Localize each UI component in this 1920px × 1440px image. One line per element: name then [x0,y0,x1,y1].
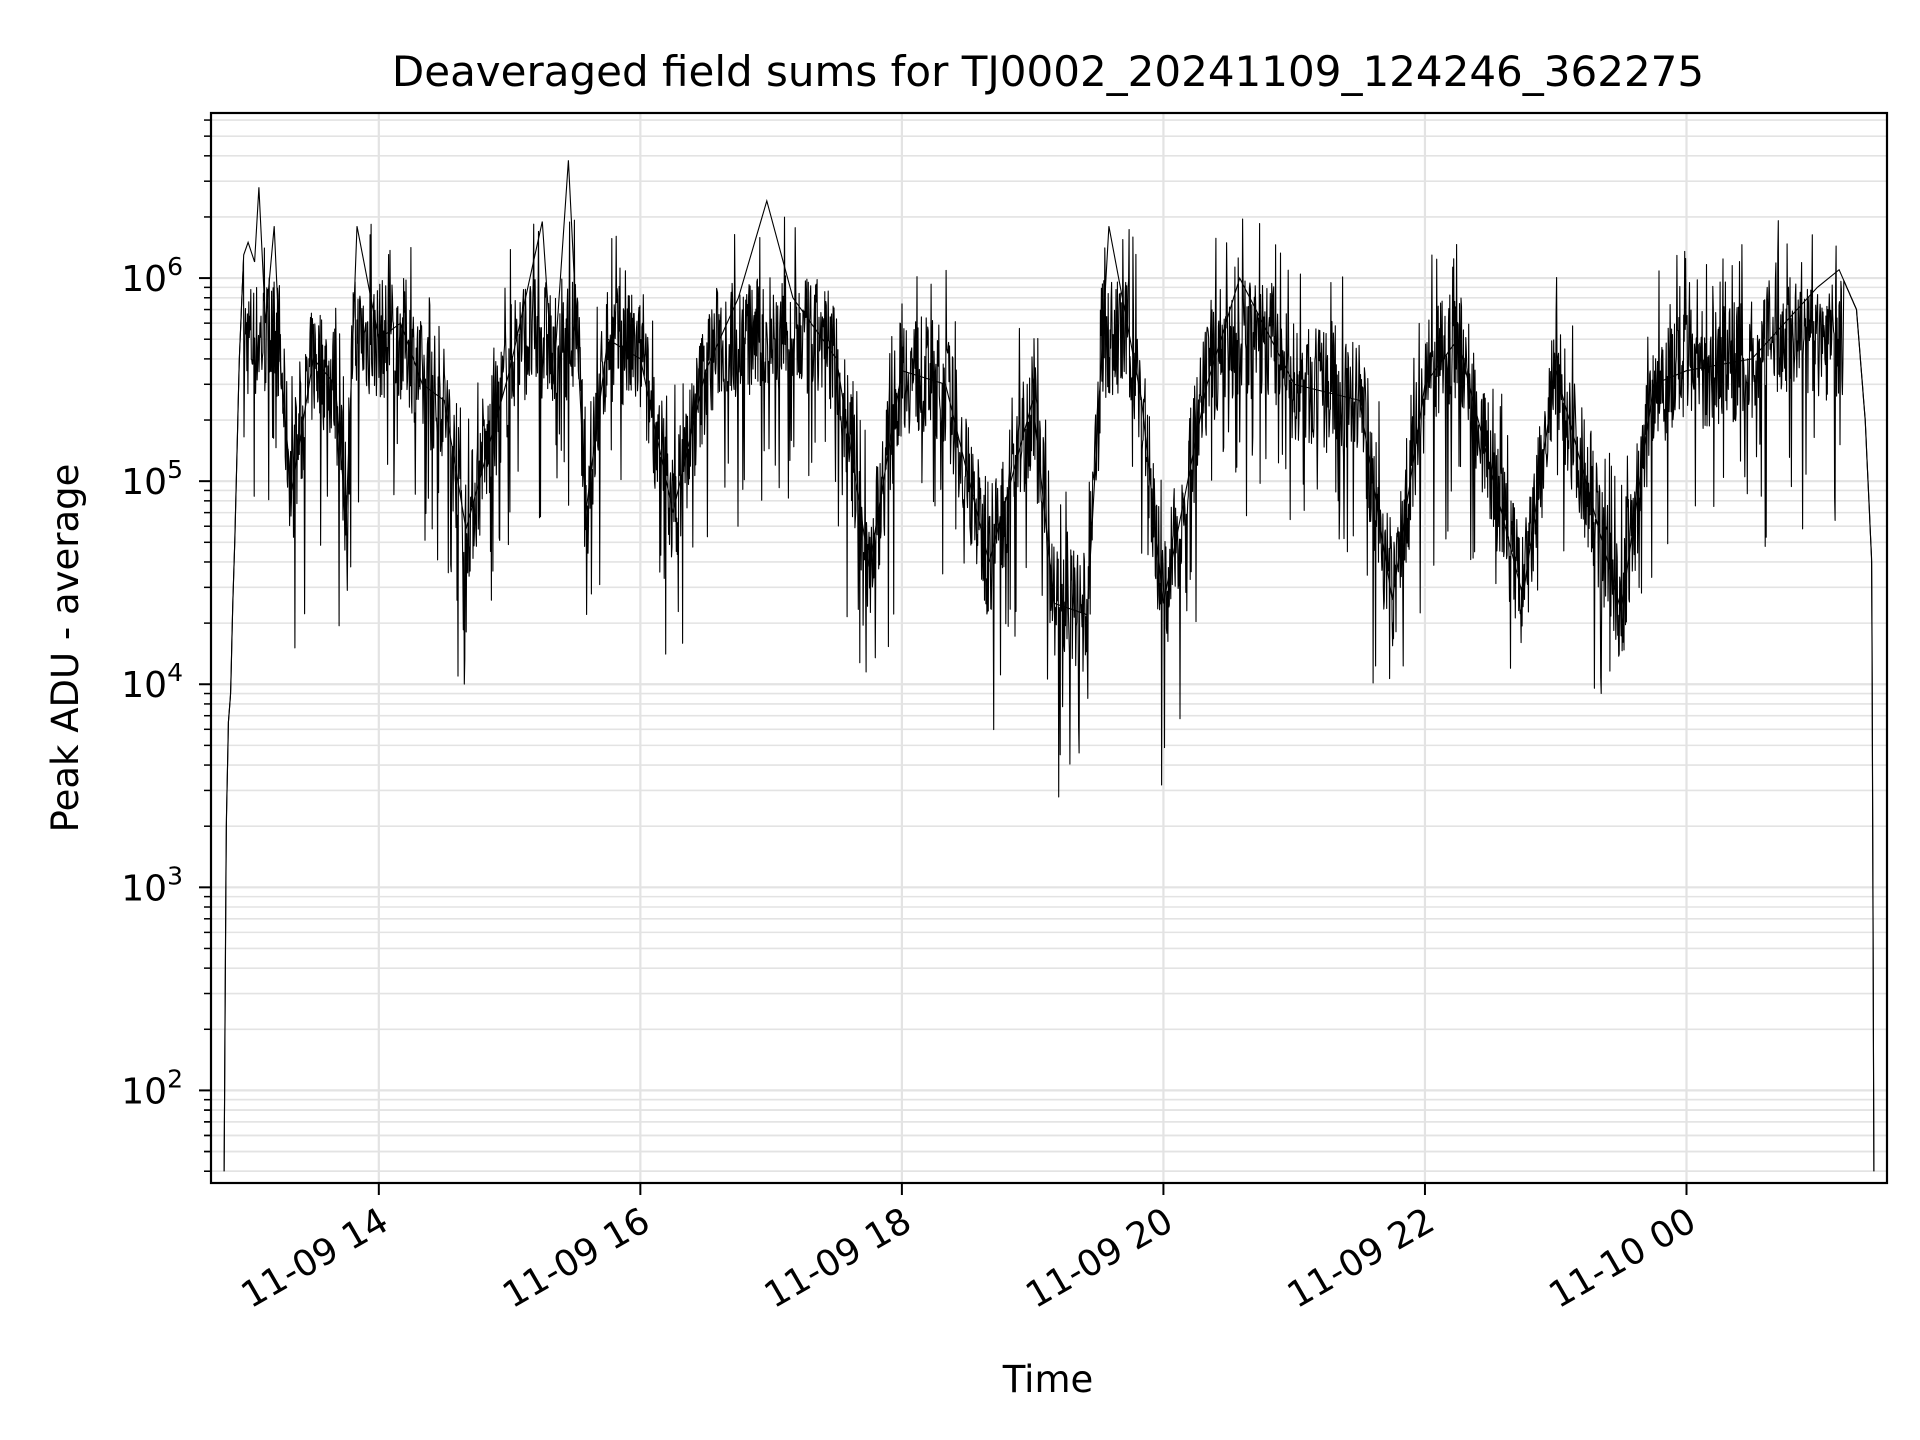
y-axis-label: Peak ADU - average [44,464,87,833]
series-layer [223,160,1875,1172]
grid [211,113,1887,1183]
y-tick-label: 106 [121,252,183,300]
series-line [223,216,1875,1172]
plot-frame [209,111,1889,1185]
y-tick-label: 102 [121,1064,183,1112]
y-axis: 102 103 104 105 106 [121,119,211,1172]
y-tick-label: 105 [121,455,183,503]
x-axis-label: Time [1002,1358,1094,1401]
chart-title: Deaveraged field sums for TJ0002_2024110… [392,47,1704,96]
series-line-anchors [223,160,1875,1172]
y-tick-label: 104 [121,658,183,706]
y-tick-label: 103 [121,861,183,909]
